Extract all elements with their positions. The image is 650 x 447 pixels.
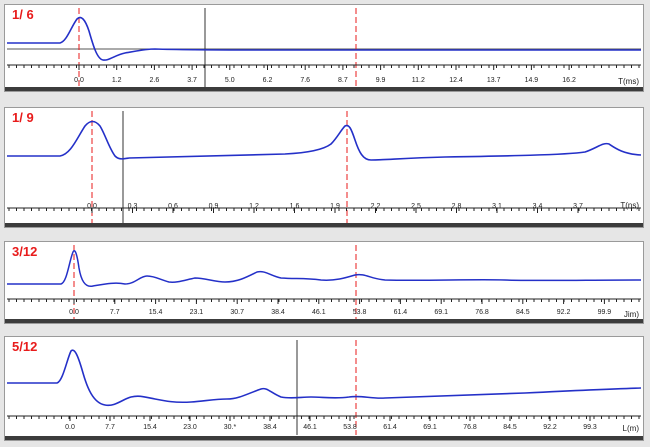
- tick-label: 38.4: [263, 424, 277, 431]
- tick-label: 0.9: [209, 203, 219, 210]
- trace-panel-1[interactable]: 0.0 1.2 2.6 3.7 5.0 6.2 7.6 8.7 9.9 11.2 12.4 13.7 1…: [4, 4, 644, 92]
- tick-label: 0.6: [168, 203, 178, 210]
- trace-plot-2[interactable]: 0.0 0.3 0.6 0.9 1.2 1.6 1.9 2.2 2.5 2.8 3.1 3.4 3.7 …: [5, 108, 643, 227]
- tick-label: 13.7: [487, 77, 501, 84]
- tick-label: 76.8: [475, 309, 489, 316]
- panel-scrollbar[interactable]: [5, 223, 643, 227]
- tick-label: 23.0: [183, 424, 197, 431]
- tick-label: 16.2: [562, 77, 576, 84]
- trace-panel-2[interactable]: 0.0 0.3 0.6 0.9 1.2 1.6 1.9 2.2 2.5 2.8 3.1 3.4 3.7 …: [4, 107, 644, 228]
- tick-label: 14.9: [525, 77, 539, 84]
- x-axis: [7, 415, 641, 421]
- tick-label: 38.4: [271, 309, 285, 316]
- tick-label: 2.2: [371, 203, 381, 210]
- tick-label: 8.7: [338, 77, 348, 84]
- tick-label: 15.4: [143, 424, 157, 431]
- tick-label: 1.6: [290, 203, 300, 210]
- panel-label: 3/12: [12, 244, 38, 259]
- tick-label: 11.2: [412, 77, 425, 84]
- panel-scrollbar[interactable]: [5, 436, 643, 440]
- tick-label: 23.1: [190, 309, 204, 316]
- panel-label: 5/12: [12, 339, 38, 354]
- tick-label: 3.7: [187, 77, 197, 84]
- trace-plot-4[interactable]: 0.0 7.7 15.4 23.0 30.* 38.4 46.1 53.8 61.4 69.1 76…: [5, 337, 643, 440]
- x-axis: [7, 298, 641, 304]
- panel-scrollbar[interactable]: [5, 319, 643, 323]
- tick-label: 1.9: [330, 203, 340, 210]
- tick-label: 46.1: [312, 309, 326, 316]
- tick-label: 46.1: [303, 424, 317, 431]
- tick-label: 2.5: [411, 203, 421, 210]
- tick-label: 7.6: [300, 77, 310, 84]
- tick-label: 5.0: [225, 77, 235, 84]
- trace-plot-3[interactable]: 0.0 7.7 15.4 23.1 30.7 38.4 46.1 53.8 61.4 69.1 76…: [5, 242, 643, 323]
- tick-label: 30.7: [230, 309, 244, 316]
- waveform-trace: [7, 349, 642, 407]
- tick-label: 61.4: [394, 309, 408, 316]
- tick-label: 92.2: [543, 424, 557, 431]
- axis-unit: T(ms): [618, 77, 639, 86]
- tick-label: 9.9: [376, 77, 386, 84]
- panel-scrollbar[interactable]: [5, 87, 643, 91]
- panel-label: 1/ 6: [12, 7, 34, 22]
- tick-label: 53.8: [353, 309, 367, 316]
- tick-label: 69.1: [434, 309, 448, 316]
- tick-label: 69.1: [423, 424, 437, 431]
- tick-label: 7.7: [105, 424, 115, 431]
- trace-panel-3[interactable]: 0.0 7.7 15.4 23.1 30.7 38.4 46.1 53.8 61.4 69.1 76…: [4, 241, 644, 324]
- x-axis: [7, 64, 641, 70]
- axis-unit: Jim): [624, 310, 639, 319]
- trace-panel-4[interactable]: 0.0 7.7 15.4 23.0 30.* 38.4 46.1 53.8 61.4 69.1 76…: [4, 336, 644, 441]
- axis-unit: T(ns): [620, 201, 639, 210]
- tick-label: 2.6: [150, 77, 160, 84]
- tick-label: 3.7: [573, 203, 583, 210]
- tick-label: 76.8: [463, 424, 477, 431]
- tick-label: 30.*: [224, 424, 237, 431]
- tick-label: 84.5: [516, 309, 530, 316]
- tick-label: 53.8: [343, 424, 357, 431]
- tick-label: 61.4: [383, 424, 397, 431]
- tick-label: 99.3: [583, 424, 597, 431]
- trace-plot-1[interactable]: 0.0 1.2 2.6 3.7 5.0 6.2 7.6 8.7 9.9 11.2 12.4 13.7 1…: [5, 5, 643, 91]
- x-axis: [7, 207, 641, 213]
- tick-label: 6.2: [263, 77, 273, 84]
- waveform-trace: [7, 120, 642, 161]
- tick-label: 92.2: [557, 309, 571, 316]
- tick-label: 7.7: [110, 309, 120, 316]
- tick-label: 99.9: [598, 309, 612, 316]
- tick-label: 0.0: [74, 77, 84, 84]
- axis-unit: L(m): [623, 424, 640, 433]
- panel-label: 1/ 9: [12, 110, 34, 125]
- tick-label: 0.0: [69, 309, 79, 316]
- tick-label: 12.4: [449, 77, 463, 84]
- tick-label: 3.1: [492, 203, 502, 210]
- tick-label: 1.2: [112, 77, 122, 84]
- tick-label: 3.4: [533, 203, 543, 210]
- tick-label: 0.0: [87, 203, 97, 210]
- waveform-trace: [7, 250, 642, 288]
- tick-label: 0.0: [65, 424, 75, 431]
- tick-label: 0.3: [128, 203, 138, 210]
- tick-label: 84.5: [503, 424, 517, 431]
- tick-label: 2.8: [452, 203, 462, 210]
- tick-label: 1.2: [249, 203, 259, 210]
- tick-label: 15.4: [149, 309, 163, 316]
- waveform-trace: [7, 16, 641, 61]
